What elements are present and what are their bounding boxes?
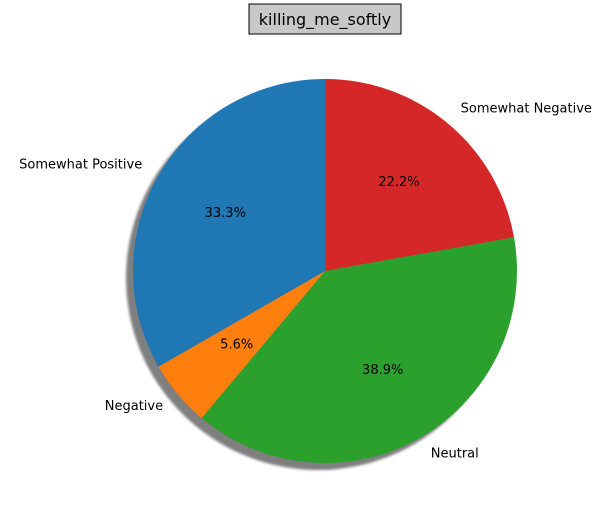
pie-slice-somewhat-positive [132, 79, 325, 367]
pie-slice-neutral [201, 237, 517, 463]
pie-slice-somewhat-negative [325, 79, 515, 271]
slice-percent-somewhat-negative: 22.2% [378, 175, 419, 190]
slice-label-negative: Negative [105, 399, 163, 414]
pie-labels: Somewhat Negative 22.2% Neutral 38.9% Negati… [19, 102, 592, 462]
slice-percent-negative: 5.6% [220, 337, 253, 352]
slice-label-neutral: Neutral [431, 446, 479, 461]
pie-slice-negative [158, 271, 325, 419]
pie-slices [132, 79, 517, 463]
slice-percent-somewhat-positive: 33.3% [205, 206, 246, 221]
chart-title-box: killing_me_softly [248, 3, 402, 35]
slice-percent-neutral: 38.9% [362, 363, 403, 378]
chart-title: killing_me_softly [259, 10, 391, 30]
slice-label-somewhat-positive: Somewhat Positive [19, 158, 142, 173]
slice-label-somewhat-negative: Somewhat Negative [461, 102, 592, 117]
chart-title-background [248, 3, 402, 35]
